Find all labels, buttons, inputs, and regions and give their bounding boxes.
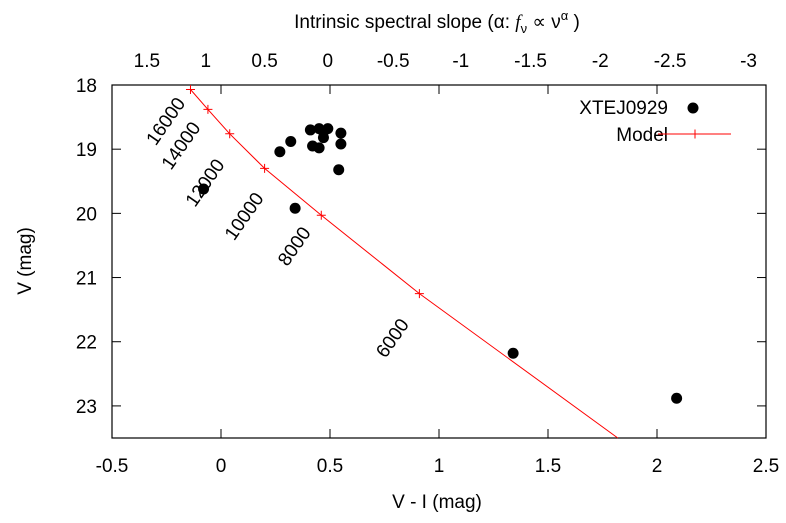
x-tick-label: -0.5 xyxy=(96,456,129,477)
top-axis-label-alpha-sup: α xyxy=(561,8,569,23)
legend-marker-model xyxy=(690,129,700,139)
xtej0929-series xyxy=(198,123,683,404)
y-tick-label: 19 xyxy=(76,140,97,161)
data-point xyxy=(304,124,316,136)
top-tick-label: -1 xyxy=(452,51,469,72)
top-axis-ticks: 1.5 1 0.5 0 -0.5 -1 -1.5 -2 -2.5 -3 xyxy=(134,51,757,72)
data-point xyxy=(198,183,210,195)
y-tick-label: 21 xyxy=(76,269,97,290)
top-axis-label-prefix: Intrinsic spectral slope (α: xyxy=(294,12,515,33)
legend-marker-xtej0929 xyxy=(687,102,699,114)
model-point xyxy=(260,163,270,173)
top-axis-label-suffix: ) xyxy=(568,12,580,33)
top-tick-label: -0.5 xyxy=(377,51,410,72)
temperature-label: 6000 xyxy=(372,315,413,362)
data-point xyxy=(313,142,325,154)
top-tick-label: 1 xyxy=(200,51,211,72)
legend-label-model: Model xyxy=(616,125,668,146)
y-axis-label: V (mag) xyxy=(15,227,36,295)
y-tick-label: 23 xyxy=(76,397,97,418)
top-axis-label: Intrinsic spectral slope (α: fν ∝ να ) xyxy=(294,8,580,36)
x-tick-label: 1.5 xyxy=(535,456,561,477)
top-tick-label: -2 xyxy=(592,51,609,72)
top-tick-label: -3 xyxy=(740,51,757,72)
top-axis-label-propto: ∝ ν xyxy=(527,12,561,33)
model-point xyxy=(225,129,235,139)
x-tick-label: 0 xyxy=(216,456,227,477)
data-point xyxy=(289,202,301,214)
bottom-axis-ticks: -0.5 0 0.5 1 1.5 2 2.5 xyxy=(96,85,779,477)
model-point xyxy=(414,289,424,299)
data-point xyxy=(335,127,347,139)
y-tick-label: 18 xyxy=(76,76,97,97)
x-tick-label: 0.5 xyxy=(317,456,343,477)
data-point xyxy=(322,123,334,135)
top-axis-label-nu-sub: ν xyxy=(521,21,528,36)
top-tick-label: -1.5 xyxy=(514,51,547,72)
data-point xyxy=(671,392,683,404)
model-point xyxy=(185,84,195,94)
temperature-label: 10000 xyxy=(221,189,269,244)
top-tick-label: 0 xyxy=(323,51,334,72)
top-tick-label: 0.5 xyxy=(251,51,277,72)
legend: XTEJ0929 Model xyxy=(579,98,731,146)
model-series xyxy=(185,84,619,439)
data-point xyxy=(317,132,329,144)
left-axis-ticks: 18 19 20 21 22 23 xyxy=(76,76,766,418)
model-point xyxy=(316,210,326,220)
x-tick-label: 1 xyxy=(434,456,445,477)
data-point xyxy=(285,135,297,147)
top-tick-label: 1.5 xyxy=(134,51,160,72)
y-tick-label: 22 xyxy=(76,333,97,354)
data-point xyxy=(274,146,286,158)
legend-label-xtej0929: XTEJ0929 xyxy=(579,98,668,119)
temperature-label: 12000 xyxy=(182,156,230,211)
top-axis-label-f: f xyxy=(515,12,523,33)
x-axis-label: V - I (mag) xyxy=(392,492,482,513)
x-tick-label: 2 xyxy=(652,456,663,477)
model-point xyxy=(203,104,213,114)
y-tick-label: 20 xyxy=(76,204,97,225)
x-tick-label: 2.5 xyxy=(753,456,779,477)
temperature-label: 8000 xyxy=(274,223,315,270)
data-point xyxy=(333,164,345,176)
model-line xyxy=(190,89,619,439)
data-point xyxy=(335,138,347,150)
data-point xyxy=(507,347,519,359)
top-tick-label: -2.5 xyxy=(654,51,687,72)
